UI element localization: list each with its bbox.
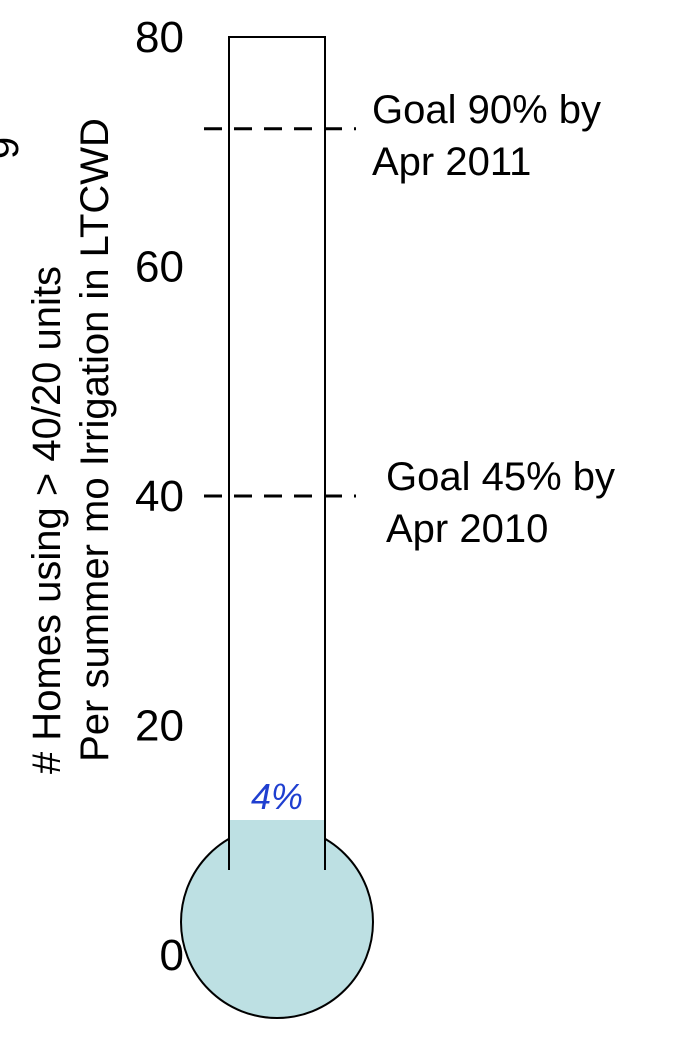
y-tick-label: 0 [160, 931, 184, 980]
thermometer-tube [228, 36, 326, 836]
goal-label-line-1: Goal 45% by [386, 455, 615, 499]
y-tick-labels: 0 20 40 60 80 [135, 13, 184, 980]
thermometer-body [180, 36, 374, 1019]
y-tick-label: 60 [135, 243, 184, 292]
goal-label-line-2: Apr 2011 [372, 140, 531, 184]
goal-label-line-2: Apr 2010 [386, 507, 548, 551]
clipped-title-fragment: 9 [0, 137, 27, 159]
y-axis-label-line-2: Per summer mo Irrigation in LTCWD [73, 118, 117, 762]
y-tick-label: 20 [135, 702, 184, 751]
goal-markers: Goal 45% by Apr 2010 Goal 90% by Apr 2011 [204, 88, 615, 551]
y-axis-label-line-1: # Homes using > 40/20 units [25, 266, 69, 774]
y-tick-label: 80 [135, 13, 184, 62]
y-tick-label: 40 [135, 472, 184, 521]
goal-label-line-1: Goal 90% by [372, 88, 601, 132]
current-level-label: 4% [251, 776, 303, 817]
thermometer-neck [230, 820, 324, 860]
